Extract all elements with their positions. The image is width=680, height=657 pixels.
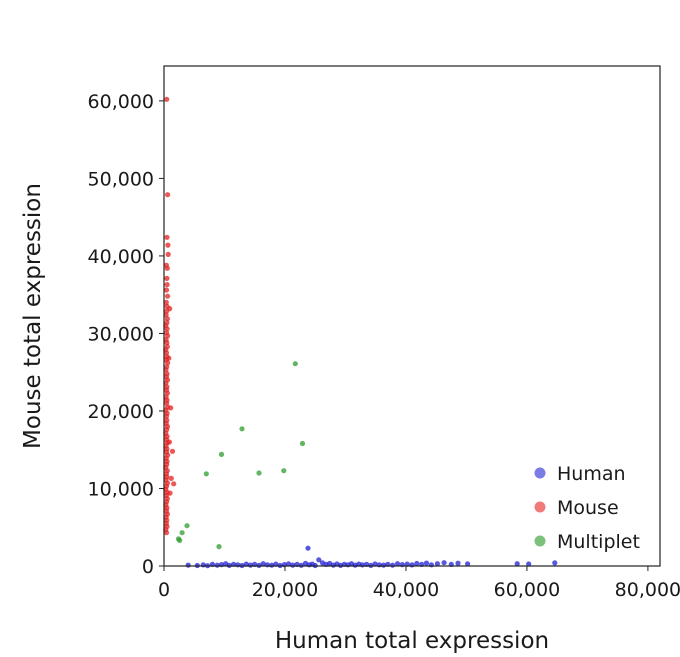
- point-mouse-82: [169, 448, 176, 454]
- point-mouse-14: [163, 312, 169, 318]
- legend-label: Mouse: [557, 497, 619, 519]
- legend-marker: [534, 501, 546, 513]
- point-mouse-88: [166, 355, 172, 361]
- legend-marker: [534, 535, 546, 547]
- y-tick-label: 20,000: [88, 401, 154, 423]
- point-multiplet-2: [299, 440, 306, 447]
- point-human-0: [185, 562, 191, 568]
- x-axis-label: Human total expression: [275, 628, 549, 654]
- x-tick-label: 0: [158, 579, 170, 601]
- data-points: [163, 96, 558, 569]
- legend-label: Multiplet: [557, 531, 640, 553]
- axis-ticks: 0 20,000 40,000 60,000 80,000 0 10,000 20,000 30…: [88, 91, 680, 601]
- point-mouse-83: [168, 475, 174, 481]
- series-mouse: [163, 96, 177, 536]
- point-human-16: [260, 561, 266, 567]
- point-mouse-10: [165, 293, 171, 299]
- point-mouse-18: [164, 326, 170, 332]
- legend-label: Human: [557, 463, 626, 485]
- point-mouse-85: [167, 490, 173, 496]
- point-human-59: [441, 560, 447, 566]
- legend-item-mouse: Mouse: [534, 497, 619, 519]
- point-mouse-86: [166, 439, 172, 445]
- point-mouse-44: [163, 413, 169, 419]
- point-human-62: [465, 561, 471, 567]
- point-multiplet-10: [177, 537, 183, 544]
- point-human-56: [423, 560, 430, 566]
- point-multiplet-3: [218, 451, 225, 457]
- x-tick-label: 60,000: [494, 579, 560, 601]
- point-multiplet-11: [216, 544, 222, 550]
- x-tick-label: 20,000: [252, 579, 318, 601]
- x-tick-label: 40,000: [373, 579, 439, 601]
- point-human-54: [414, 560, 420, 567]
- point-human-45: [372, 561, 378, 567]
- legend-item-multiplet: Multiplet: [534, 531, 640, 553]
- y-axis-label: Mouse total expression: [20, 183, 46, 449]
- series-multiplet: [175, 361, 306, 550]
- x-tick-label: 80,000: [615, 579, 680, 601]
- point-mouse-81: [163, 530, 170, 536]
- y-tick-label: 10,000: [88, 478, 154, 500]
- point-human-63: [305, 545, 311, 551]
- point-mouse-1: [165, 192, 171, 198]
- point-mouse-0: [164, 96, 170, 102]
- point-multiplet-8: [179, 530, 185, 536]
- point-mouse-9: [163, 287, 170, 293]
- point-human-61: [455, 560, 461, 566]
- y-tick-label: 40,000: [88, 246, 154, 268]
- point-mouse-6: [164, 265, 170, 271]
- legend-item-human: Human: [534, 463, 626, 485]
- point-multiplet-6: [281, 468, 287, 474]
- point-human-30: [316, 557, 322, 563]
- point-human-64: [514, 561, 520, 567]
- point-human-22: [286, 561, 292, 567]
- point-mouse-40: [164, 400, 170, 406]
- point-mouse-28: [165, 360, 171, 366]
- point-mouse-11: [163, 299, 169, 305]
- series-human: [185, 545, 558, 569]
- point-mouse-2: [164, 234, 170, 240]
- point-mouse-8: [164, 282, 170, 288]
- point-human-53: [409, 562, 415, 568]
- point-mouse-87: [168, 405, 174, 411]
- point-mouse-25: [163, 350, 170, 356]
- point-human-65: [526, 561, 532, 567]
- point-human-25: [298, 562, 304, 568]
- point-mouse-15: [164, 316, 170, 322]
- legend: Human Mouse Multiplet: [534, 463, 640, 553]
- point-human-2: [200, 562, 206, 568]
- point-multiplet-5: [256, 470, 262, 476]
- point-mouse-89: [167, 306, 173, 312]
- point-mouse-7: [164, 275, 170, 281]
- point-human-50: [394, 561, 401, 567]
- point-human-58: [434, 561, 440, 567]
- point-mouse-84: [171, 481, 177, 487]
- point-human-66: [552, 560, 558, 566]
- point-human-49: [390, 562, 396, 568]
- point-human-57: [428, 562, 434, 568]
- point-multiplet-0: [292, 361, 298, 367]
- point-mouse-22: [164, 340, 170, 346]
- y-tick-label: 0: [142, 556, 154, 578]
- y-tick-label: 60,000: [88, 91, 154, 113]
- point-mouse-4: [165, 251, 171, 257]
- point-multiplet-4: [203, 471, 209, 477]
- point-multiplet-7: [184, 523, 190, 529]
- y-tick-label: 50,000: [88, 168, 154, 190]
- point-multiplet-1: [239, 426, 245, 432]
- plot-frame: [163, 65, 661, 567]
- point-mouse-30: [163, 367, 169, 373]
- point-mouse-3: [165, 242, 171, 248]
- legend-marker: [534, 467, 546, 479]
- y-tick-label: 30,000: [88, 323, 154, 345]
